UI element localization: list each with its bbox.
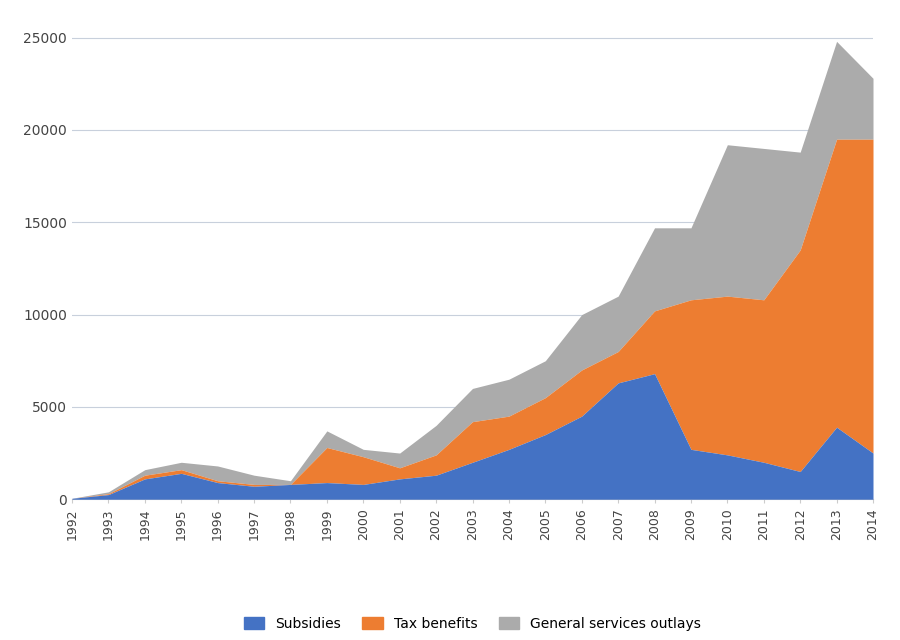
Legend: Subsidies, Tax benefits, General services outlays: Subsidies, Tax benefits, General service… [238, 611, 706, 636]
